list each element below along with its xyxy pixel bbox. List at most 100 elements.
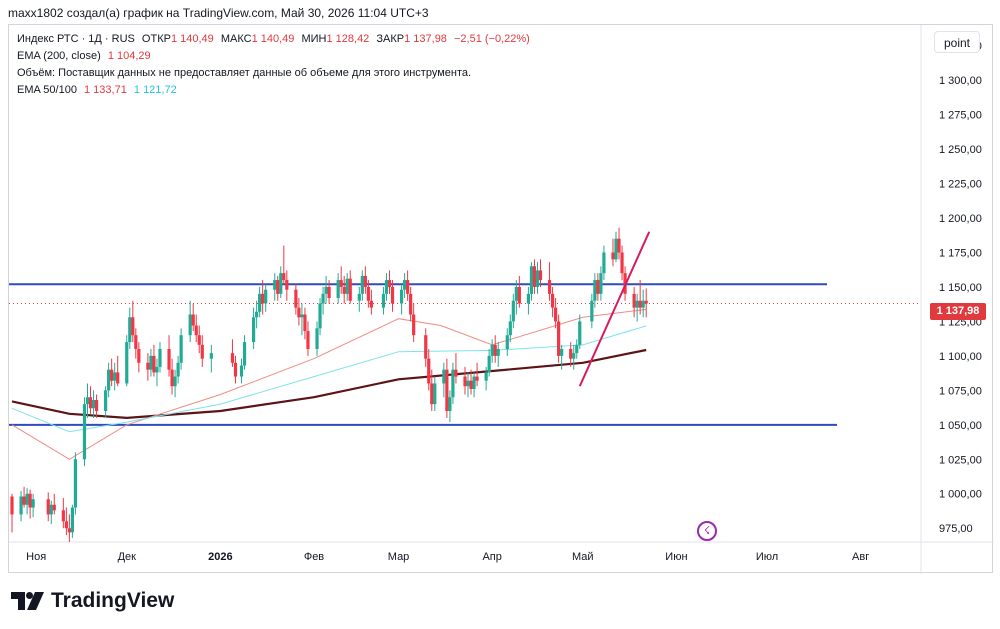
candle-body	[575, 344, 579, 354]
candle-body	[409, 293, 413, 315]
candle-body	[336, 280, 340, 298]
candle-body	[596, 280, 600, 294]
trend-line	[578, 231, 651, 387]
candle-body	[547, 280, 552, 294]
low-value: 1 128,42	[326, 33, 370, 45]
candle-body	[176, 362, 180, 377]
candle-body	[282, 273, 286, 281]
candle-body	[526, 293, 531, 304]
candle-body	[442, 369, 446, 384]
candle-body	[200, 344, 204, 359]
candle-body	[239, 365, 244, 377]
ema50-100-label: EMA 50/100	[17, 84, 77, 96]
candle-body	[363, 275, 367, 287]
candle-body	[173, 376, 177, 387]
candle-body	[324, 286, 328, 294]
candle-body	[611, 252, 615, 260]
candlestick-chart[interactable]: 1 325,001 300,001 275,001 250,001 225,00…	[9, 25, 994, 574]
candle-body	[644, 300, 648, 304]
candle-body	[590, 300, 594, 322]
x-tick-label: Апр	[482, 551, 501, 563]
candle-body	[412, 314, 416, 336]
symbol-label[interactable]: Индекс РТС · 1Д · RUS	[17, 33, 135, 45]
candle-body	[529, 266, 534, 294]
candle-body	[399, 289, 404, 304]
y-tick-label: 1 250,00	[939, 144, 982, 156]
candle-body	[342, 286, 346, 294]
candle-body	[170, 369, 174, 387]
high-label: МАКС	[220, 33, 252, 45]
candle-body	[64, 521, 68, 529]
candle-body	[91, 399, 96, 409]
candle-body	[339, 280, 343, 287]
candle-body	[110, 369, 114, 381]
candle-body	[10, 496, 14, 515]
candle-body	[22, 496, 26, 505]
candle-body	[345, 278, 349, 294]
candle-body	[67, 528, 71, 533]
candle-body	[264, 289, 268, 304]
candle-body	[381, 293, 386, 308]
candle-body	[620, 252, 624, 274]
lightning-icon[interactable]: ☇	[697, 521, 717, 541]
candle-body	[19, 496, 23, 515]
candle-body	[614, 238, 618, 260]
candle-body	[46, 499, 50, 515]
candle-body	[593, 280, 597, 301]
scale-mode-button[interactable]: point	[934, 31, 980, 53]
legend-ema50-100-line[interactable]: EMA 50/100 1 133,71 1 121,72	[17, 84, 181, 96]
candle-body	[131, 317, 135, 336]
candle-body	[303, 314, 307, 332]
legend-ema200-line[interactable]: EMA (200, close) 1 104,29	[17, 50, 155, 62]
chart-frame[interactable]: 1 325,001 300,001 275,001 250,001 225,00…	[8, 24, 994, 574]
y-tick-label: 1 300,00	[939, 75, 982, 87]
candle-body	[49, 504, 53, 515]
candle-body	[487, 355, 491, 373]
candle-body	[327, 286, 331, 298]
candle-body	[445, 369, 449, 412]
ema200-line	[11, 348, 647, 420]
candle-body	[617, 238, 621, 253]
candle-body	[315, 328, 319, 349]
candle-body	[602, 252, 606, 274]
candle-body	[569, 348, 573, 359]
candle-body	[146, 362, 150, 370]
candle-body	[560, 348, 564, 356]
open-value: 1 140,49	[170, 33, 214, 45]
x-tick-label: 2026	[208, 551, 232, 563]
candle-body	[632, 293, 636, 308]
candle-body	[430, 383, 434, 405]
candle-body	[191, 314, 195, 326]
candle-body	[472, 376, 476, 389]
candle-body	[31, 499, 35, 508]
open-label: ОТКР	[141, 33, 171, 45]
candle-body	[508, 321, 512, 336]
candle-body	[294, 289, 298, 308]
x-tick-label: Фев	[304, 551, 324, 563]
y-tick-label: 1 000,00	[939, 489, 982, 501]
tradingview-logo[interactable]: TradingView	[11, 589, 174, 613]
candle-body	[276, 280, 280, 294]
candle-body	[554, 307, 558, 322]
ema50-value: 1 133,71	[84, 84, 127, 96]
candle-body	[318, 303, 322, 329]
y-tick-label: 1 050,00	[939, 420, 982, 432]
ema200-label: EMA (200, close)	[17, 50, 101, 62]
candle-body	[297, 307, 301, 318]
x-tick-label: Май	[572, 551, 594, 563]
candle-body	[152, 355, 156, 373]
close-label: ЗАКР	[376, 33, 405, 45]
candle-body	[463, 376, 467, 387]
candle-body	[493, 344, 497, 356]
y-tick-label: 1 275,00	[939, 110, 982, 122]
x-tick-label: Июн	[665, 551, 687, 563]
candle-body	[88, 397, 93, 409]
chart-author-header: maxx1802 создал(а) график на TradingView…	[8, 6, 429, 20]
high-value: 1 140,49	[251, 33, 295, 45]
last-price-marker: 1 137,98	[930, 303, 986, 320]
candle-body	[233, 362, 238, 377]
x-tick-label: Дек	[118, 551, 137, 563]
candle-body	[578, 321, 582, 345]
candle-body	[466, 380, 470, 387]
candle-body	[107, 369, 111, 391]
